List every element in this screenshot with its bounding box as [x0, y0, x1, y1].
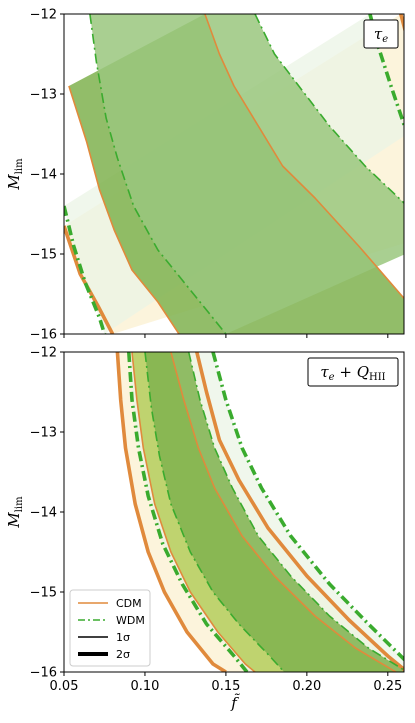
contour-1sigma-high-cdm — [204, 14, 404, 300]
panel-1-tag-box — [363, 19, 399, 49]
band-1sigma-wdm — [89, 14, 404, 334]
y-tick-label: −13 — [30, 88, 57, 103]
x-tick-label: 0.10 — [130, 679, 159, 694]
y-axis-label: Mlim — [5, 158, 25, 191]
contour-2sigma-low-cdm — [115, 352, 227, 672]
y-axis-label: Mlim — [5, 496, 25, 529]
legend-box — [69, 589, 151, 667]
band-1sigma-cdm — [132, 352, 396, 672]
contour-2sigma-high-wdm — [368, 14, 404, 131]
contour-2sigma-high-cdm — [195, 352, 404, 672]
panel-2-plot-area — [115, 352, 404, 672]
panel-1-plot-area — [64, 14, 404, 334]
y-tick-label: −15 — [30, 248, 57, 263]
y-tick-label: −16 — [30, 666, 57, 681]
y-tick-label: −15 — [30, 586, 57, 601]
contour-2sigma-low-wdm — [127, 352, 249, 672]
x-tick-label: 0.05 — [50, 679, 79, 694]
x-axis-label: f̃ — [230, 694, 240, 712]
legend-label: 1σ — [116, 631, 130, 644]
legend-label: WDM — [116, 614, 145, 627]
contour-1sigma-high-cdm — [170, 352, 397, 672]
panel-1-tag: τe — [374, 25, 388, 45]
y-tick-label: −14 — [30, 168, 57, 183]
x-tick-label: 0.15 — [211, 679, 240, 694]
contour-1sigma-low-cdm — [131, 352, 256, 672]
y-tick-label: −13 — [30, 426, 57, 441]
contour-1sigma-high-wdm — [254, 14, 404, 205]
y-tick-label: −12 — [30, 8, 57, 23]
panel-2-tag: τe + QHII — [320, 363, 385, 383]
y-tick-label: −14 — [30, 506, 57, 521]
contour-1sigma-high-wdm — [187, 352, 404, 671]
panel-2-tag-box — [307, 357, 399, 387]
y-tick-label: −12 — [30, 346, 57, 361]
x-tick-label: 0.25 — [373, 679, 402, 694]
band-1sigma-wdm — [145, 352, 404, 672]
contour-2sigma-high-wdm — [211, 352, 404, 662]
contour-1sigma-low-wdm — [144, 352, 285, 672]
contour-1sigma-low-cdm — [68, 85, 180, 334]
legend-label: CDM — [116, 597, 142, 610]
contour-2sigma-low-wdm — [64, 205, 107, 334]
x-tick-label: 0.20 — [292, 679, 321, 694]
y-tick-label: −16 — [30, 328, 57, 343]
legend-label: 2σ — [116, 648, 130, 661]
